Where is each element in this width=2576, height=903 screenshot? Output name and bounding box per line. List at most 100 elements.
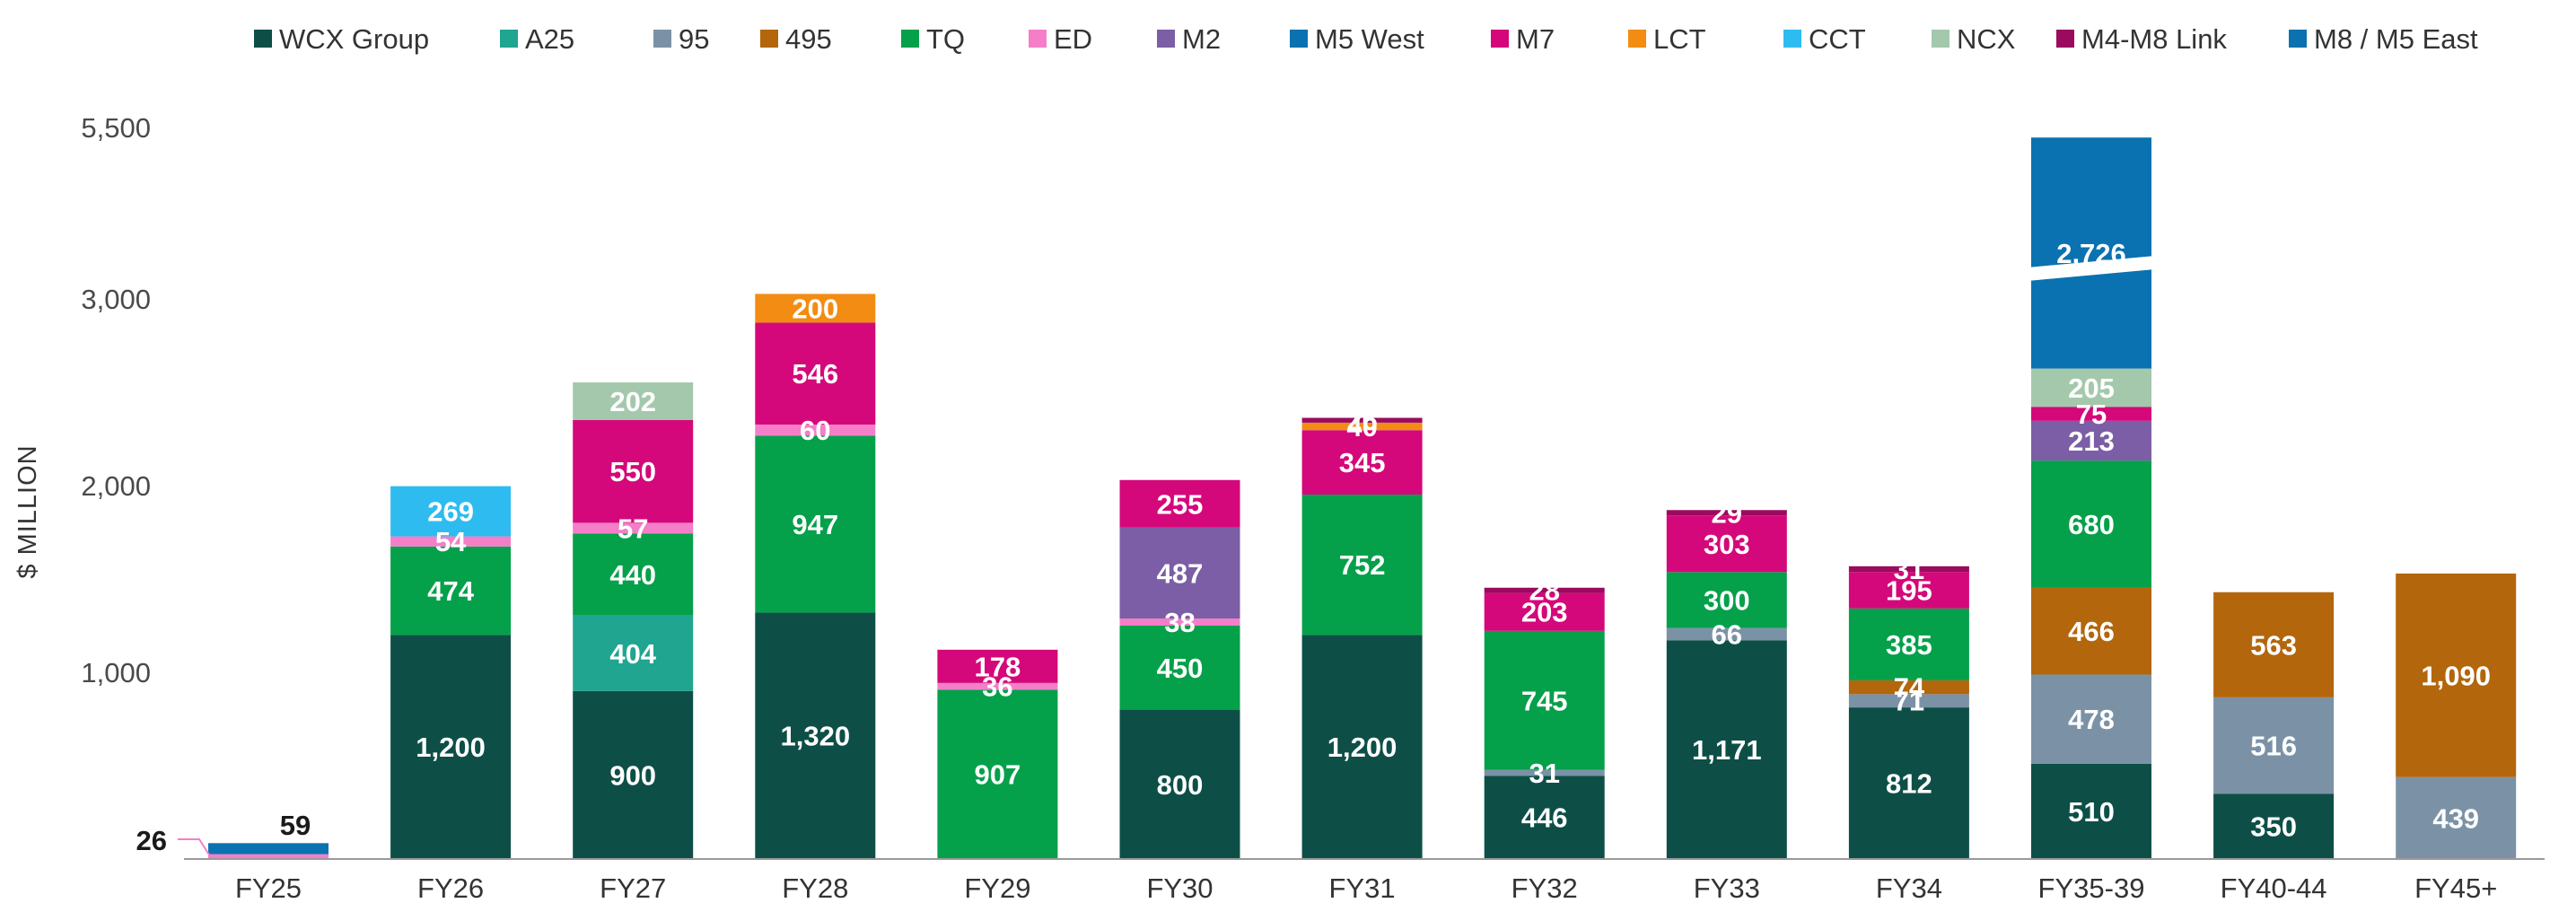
data-label: 31 xyxy=(1529,758,1559,789)
x-tick-label: FY27 xyxy=(600,872,666,903)
data-label: 752 xyxy=(1339,549,1386,581)
legend-label: TQ xyxy=(926,23,965,55)
x-tick-label: FY35-39 xyxy=(2038,872,2145,903)
data-label: 947 xyxy=(792,509,838,540)
data-label: 680 xyxy=(2068,509,2115,540)
data-label: 202 xyxy=(609,386,656,417)
data-label: 907 xyxy=(975,759,1021,791)
legend-label: M7 xyxy=(1516,23,1555,55)
bar-tq-fy33 xyxy=(1666,572,1787,628)
bar-ncx-fy35-39 xyxy=(2031,368,2151,408)
bar-wcx-group-fy40-44 xyxy=(2213,793,2335,859)
y-axis-title: $ MILLION xyxy=(13,444,42,578)
data-label: 440 xyxy=(609,559,656,591)
data-label: 195 xyxy=(1886,575,1932,607)
legend-swatch xyxy=(254,30,272,48)
bar-ed-fy27 xyxy=(573,522,694,534)
legend-item-tq: TQ xyxy=(901,23,965,55)
data-label: 800 xyxy=(1157,769,1204,801)
bar-95-fy35-39 xyxy=(2031,674,2151,764)
bar-tq-fy32 xyxy=(1484,630,1605,770)
legend-swatch xyxy=(500,30,518,48)
bar-495-fy34 xyxy=(1848,679,1969,695)
legend-item-m7: M7 xyxy=(1491,23,1555,55)
bar-wcx-group-fy35-39 xyxy=(2031,763,2151,859)
data-label: 345 xyxy=(1339,447,1386,478)
data-label: 205 xyxy=(2068,373,2115,404)
legend-item-m8-m5-east: M8 / M5 East xyxy=(2289,23,2478,55)
bar-m7-fy29 xyxy=(937,649,1058,683)
bar-m4-m8-link-fy31 xyxy=(1301,417,1423,423)
y-tick-label: 2,000 xyxy=(81,470,151,502)
data-label: 178 xyxy=(975,651,1021,682)
legend-label: 495 xyxy=(785,23,832,55)
data-label: 200 xyxy=(792,293,838,324)
legend-swatch xyxy=(1157,30,1175,48)
x-tick-label: FY25 xyxy=(235,872,302,903)
legend-item-lct: LCT xyxy=(1628,23,1706,55)
x-tick-label: FY34 xyxy=(1876,872,1942,903)
legend-item-wcx-group: WCX Group xyxy=(254,23,429,55)
legend-swatch xyxy=(760,30,778,48)
leader-line xyxy=(178,838,213,860)
data-label: 1,200 xyxy=(416,732,486,763)
bar-wcx-group-fy33 xyxy=(1666,640,1787,859)
x-tick-label: FY29 xyxy=(964,872,1030,903)
bar-tq-fy35-39 xyxy=(2031,460,2151,588)
bar-lct-fy28 xyxy=(755,294,876,323)
bar-ed-fy30 xyxy=(1119,618,1240,626)
data-label: 812 xyxy=(1886,768,1932,800)
data-label: 60 xyxy=(800,415,830,446)
bar-95-fy33 xyxy=(1666,627,1787,641)
data-label: 350 xyxy=(2250,811,2297,843)
legend-label: CCT xyxy=(1809,23,1866,55)
legend-swatch xyxy=(1628,30,1646,48)
data-label: 71 xyxy=(1894,686,1924,717)
data-label: 745 xyxy=(1521,685,1568,716)
data-label: 59 xyxy=(280,810,311,841)
legend-swatch xyxy=(1932,30,1950,48)
legend-swatch xyxy=(2289,30,2307,48)
data-label: 404 xyxy=(609,638,656,670)
x-tick-label: FY33 xyxy=(1694,872,1760,903)
data-label: 487 xyxy=(1157,557,1204,589)
legend-swatch xyxy=(1029,30,1047,48)
data-label: 478 xyxy=(2068,704,2115,735)
data-label: 2,726 xyxy=(2056,238,2126,269)
data-label: 546 xyxy=(792,358,838,390)
data-label: 36 xyxy=(982,671,1012,703)
legend-label: M4-M8 Link xyxy=(2081,23,2227,55)
bar-wcx-group-fy30 xyxy=(1119,709,1240,859)
bar-wcx-group-fy27 xyxy=(573,690,694,859)
legend-item-ed: ED xyxy=(1029,23,1092,55)
bar-m8-m5-east-fy35-39 xyxy=(2031,137,2151,369)
data-label: 446 xyxy=(1521,802,1568,834)
data-label: 385 xyxy=(1886,629,1932,661)
bar-tq-fy30 xyxy=(1119,626,1240,710)
bar-wcx-group-fy34 xyxy=(1848,707,1969,859)
legend-item-95: 95 xyxy=(653,23,709,55)
bar-tq-fy28 xyxy=(755,435,876,613)
data-label: 75 xyxy=(2076,399,2107,430)
legend-label: M5 West xyxy=(1315,23,1424,55)
data-label: 1,090 xyxy=(2421,660,2491,691)
bar-ed-fy26 xyxy=(390,536,512,547)
bar-lct-fy31 xyxy=(1301,422,1423,431)
bar-tq-fy27 xyxy=(573,533,694,616)
bar-wcx-group-fy32 xyxy=(1484,776,1605,859)
legend-label: M8 / M5 East xyxy=(2314,23,2478,55)
bar-m7-fy27 xyxy=(573,419,694,523)
legend-label: ED xyxy=(1054,23,1092,55)
x-tick-label: FY31 xyxy=(1329,872,1396,903)
bar-95-fy40-44 xyxy=(2213,697,2335,794)
bar-m4-m8-link-fy34 xyxy=(1848,565,1969,573)
bar-m7-fy30 xyxy=(1119,479,1240,528)
data-label: 26 xyxy=(136,825,167,856)
bar-a25-fy27 xyxy=(573,615,694,691)
legend-item-a25: A25 xyxy=(500,23,574,55)
data-label: 466 xyxy=(2068,616,2115,647)
y-tick-label: 5,500 xyxy=(81,112,151,144)
legend-label: LCT xyxy=(1653,23,1706,55)
